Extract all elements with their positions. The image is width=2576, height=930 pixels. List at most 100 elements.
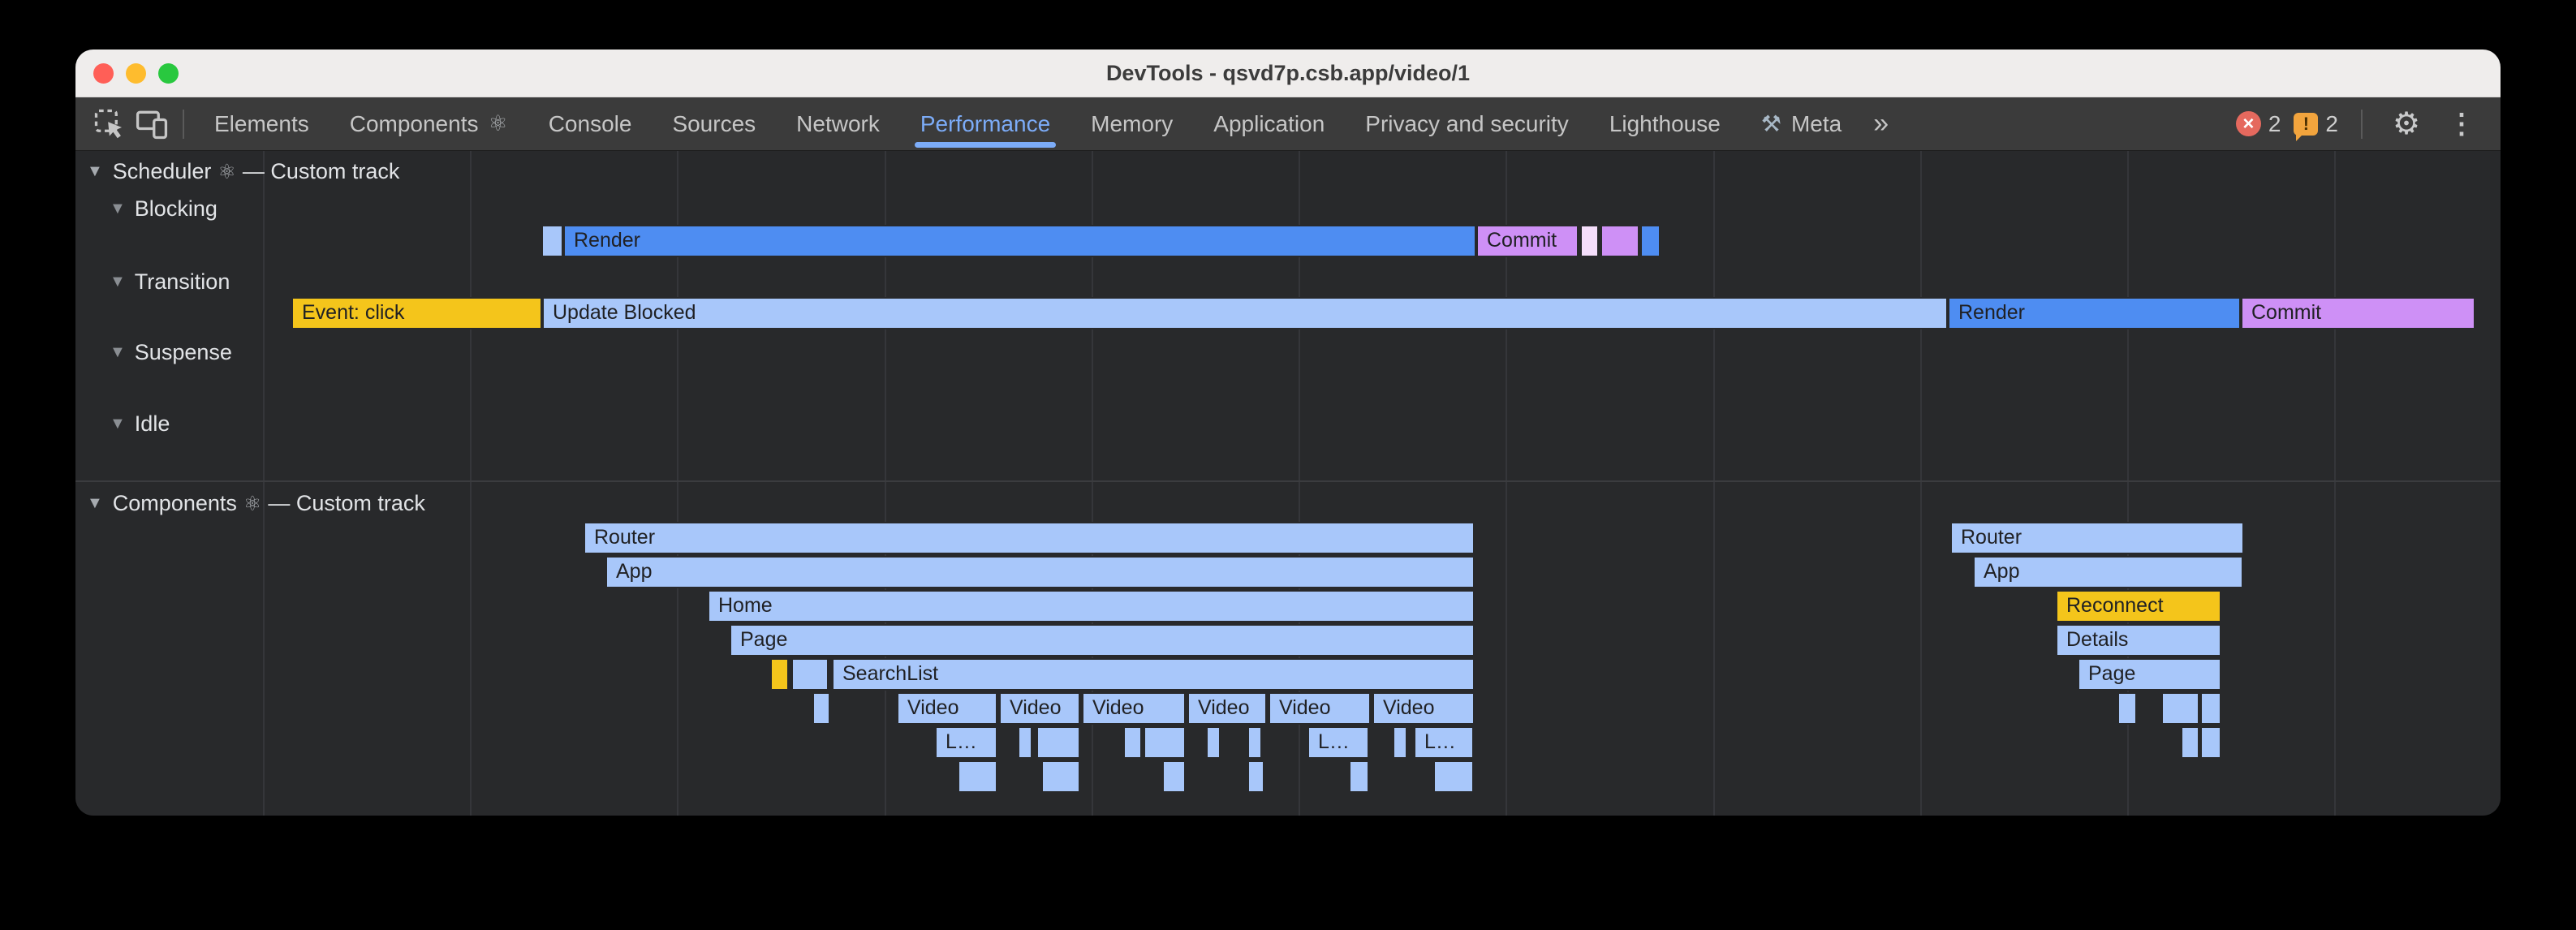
- flame-bar-video[interactable]: Video: [999, 692, 1080, 725]
- performance-timeline[interactable]: ▼ Scheduler ⚛ — Custom track ▼ Blocking ▼ Trans…: [75, 151, 2501, 816]
- flame-bar-page[interactable]: Page: [730, 624, 1475, 657]
- flame-bar-app[interactable]: App: [605, 556, 1475, 588]
- flame-bar[interactable]: [2200, 726, 2221, 759]
- more-tabs-button[interactable]: »: [1862, 108, 1900, 140]
- flame-bar[interactable]: [1247, 726, 1262, 759]
- flame-bar[interactable]: [541, 225, 563, 257]
- warning-badge[interactable]: ! 2: [2294, 110, 2338, 141]
- flame-bar-router[interactable]: Router: [584, 522, 1475, 554]
- flame-bar-page[interactable]: Page: [2078, 658, 2221, 691]
- track-header-components[interactable]: ▼ Components ⚛ — Custom track: [87, 491, 425, 516]
- toggle-device-toolbar-button[interactable]: [131, 103, 173, 145]
- tab-memory[interactable]: Memory: [1070, 97, 1193, 150]
- flame-bar-home[interactable]: Home: [708, 590, 1475, 622]
- flame-bar-video[interactable]: Video: [1372, 692, 1475, 725]
- tab-lighthouse[interactable]: Lighthouse: [1589, 97, 1741, 150]
- flame-bar-render[interactable]: Render: [563, 225, 1476, 257]
- flame-bar[interactable]: [1036, 726, 1080, 759]
- flame-bar[interactable]: [1393, 726, 1407, 759]
- flame-bar-render[interactable]: Render: [1948, 297, 2241, 329]
- flame-bar-video[interactable]: Video: [1082, 692, 1186, 725]
- flame-bar[interactable]: [2181, 726, 2199, 759]
- expander-icon: ▼: [110, 200, 126, 217]
- tab-network[interactable]: Network: [776, 97, 900, 150]
- flame-bar[interactable]: [770, 658, 789, 691]
- flame-bar[interactable]: [791, 658, 829, 691]
- gridline: [1092, 151, 1093, 816]
- error-icon: ×: [2235, 111, 2261, 136]
- flame-bar-router[interactable]: Router: [1950, 522, 2244, 554]
- flame-bar[interactable]: [1123, 726, 1142, 759]
- flame-bar[interactable]: [2200, 692, 2221, 725]
- flame-bar-l[interactable]: L…: [1414, 726, 1474, 759]
- flame-bar[interactable]: [1247, 760, 1264, 793]
- flame-bar-app[interactable]: App: [1973, 556, 2243, 588]
- flame-bar[interactable]: [812, 692, 830, 725]
- inspect-element-button[interactable]: [88, 103, 131, 145]
- flame-bar[interactable]: [1041, 760, 1080, 793]
- flame-bar[interactable]: [1600, 225, 1639, 257]
- flame-bar-video[interactable]: Video: [1187, 692, 1267, 725]
- gridline: [2334, 151, 2336, 816]
- close-button[interactable]: [93, 62, 114, 84]
- track-header-scheduler[interactable]: ▼ Scheduler ⚛ — Custom track: [87, 159, 399, 184]
- warning-count: 2: [2325, 110, 2338, 136]
- titlebar[interactable]: DevTools - qsvd7p.csb.app/video/1: [75, 50, 2501, 97]
- flame-bar-commit[interactable]: Commit: [2241, 297, 2475, 329]
- tab-meta[interactable]: ⚒ Meta: [1741, 97, 1862, 150]
- flame-bar[interactable]: [1206, 726, 1221, 759]
- subtrack-label-transition[interactable]: ▼ Transition: [110, 269, 230, 295]
- gridline: [677, 151, 678, 816]
- flame-bar-details[interactable]: Details: [2056, 624, 2221, 657]
- subtrack-label-suspense[interactable]: ▼ Suspense: [110, 340, 232, 365]
- tab-privacy-and-security[interactable]: Privacy and security: [1345, 97, 1589, 150]
- error-badge[interactable]: × 2: [2235, 111, 2281, 137]
- flame-bar[interactable]: [2117, 692, 2137, 725]
- flame-bar-update-blocked[interactable]: Update Blocked: [542, 297, 1948, 329]
- minimize-button[interactable]: [126, 62, 146, 84]
- subtrack-name: Transition: [134, 269, 230, 294]
- flame-bar-video[interactable]: Video: [1269, 692, 1371, 725]
- flame-bar-reconnect[interactable]: Reconnect: [2056, 590, 2221, 622]
- flame-bar[interactable]: [1144, 726, 1186, 759]
- subtrack-label-idle[interactable]: ▼ Idle: [110, 411, 170, 437]
- tab-console[interactable]: Console: [528, 97, 653, 150]
- tools-icon: ⚒: [1760, 111, 1781, 136]
- flame-bar[interactable]: [958, 760, 997, 793]
- flame-bar[interactable]: [1433, 760, 1474, 793]
- flame-bar-commit[interactable]: Commit: [1476, 225, 1579, 257]
- zoom-button[interactable]: [158, 62, 179, 84]
- flame-bar-event-click[interactable]: Event: click: [291, 297, 542, 329]
- flame-bar-video[interactable]: Video: [897, 692, 997, 725]
- menu-button[interactable]: ⋮: [2440, 103, 2483, 145]
- track-name: Components: [112, 491, 237, 515]
- flame-bar[interactable]: [1580, 225, 1599, 257]
- tab-elements[interactable]: Elements: [194, 97, 330, 150]
- atom-icon: ⚛: [488, 111, 508, 136]
- tab-performance[interactable]: Performance: [900, 97, 1070, 150]
- tab-label: Lighthouse: [1609, 110, 1721, 136]
- flame-bar[interactable]: [1640, 225, 1661, 257]
- kebab-menu-icon: ⋮: [2448, 108, 2475, 140]
- tab-components[interactable]: Components ⚛: [330, 97, 528, 150]
- flame-bar[interactable]: [2161, 692, 2199, 725]
- flame-bar-l[interactable]: L…: [935, 726, 997, 759]
- tab-application[interactable]: Application: [1193, 97, 1345, 150]
- flame-bar[interactable]: [1162, 760, 1186, 793]
- devtools-window: DevTools - qsvd7p.csb.app/video/1 Elemen…: [75, 50, 2501, 816]
- flame-bar[interactable]: [1018, 726, 1032, 759]
- expander-icon: ▼: [87, 162, 103, 180]
- tab-label: Elements: [214, 110, 309, 136]
- flame-bar-searchlist[interactable]: SearchList: [832, 658, 1475, 691]
- tab-label: Performance: [920, 110, 1051, 136]
- flame-bar-l[interactable]: L…: [1307, 726, 1369, 759]
- tab-label: Privacy and security: [1365, 110, 1569, 136]
- settings-button[interactable]: ⚙: [2385, 103, 2427, 145]
- gridline: [263, 151, 265, 816]
- tab-sources[interactable]: Sources: [652, 97, 776, 150]
- tab-label: Network: [796, 110, 880, 136]
- subtrack-label-blocking[interactable]: ▼ Blocking: [110, 196, 218, 222]
- inspect-cursor-icon: [94, 109, 123, 138]
- expander-icon: ▼: [110, 415, 126, 433]
- flame-bar[interactable]: [1349, 760, 1369, 793]
